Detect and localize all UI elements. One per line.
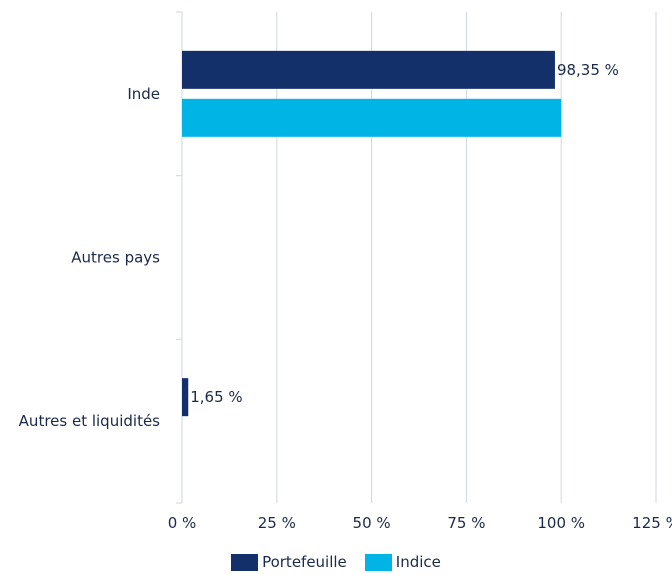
x-tick-labels: 0 % 25 % 50 % 75 % 100 % 125 % bbox=[168, 514, 672, 532]
data-label: 98,35 % bbox=[557, 61, 619, 79]
category-axis bbox=[176, 11, 183, 504]
legend-swatch-indice bbox=[364, 553, 392, 571]
x-tick-label: 100 % bbox=[537, 514, 585, 532]
category-label: Autres pays bbox=[71, 249, 160, 267]
gridlines bbox=[276, 12, 657, 503]
data-labels: 98,35 % 1,65 % bbox=[190, 61, 619, 406]
legend-item-indice[interactable]: Indice bbox=[364, 553, 441, 571]
x-tick-label: 125 % bbox=[632, 514, 672, 532]
legend-item-portefeuille[interactable]: Portefeuille bbox=[231, 553, 347, 571]
bar bbox=[182, 50, 555, 89]
bars bbox=[182, 50, 562, 417]
x-tick-label: 50 % bbox=[353, 514, 391, 532]
data-label: 1,65 % bbox=[190, 388, 242, 406]
legend-swatch-portefeuille bbox=[231, 553, 259, 571]
legend-label-portefeuille: Portefeuille bbox=[262, 553, 347, 571]
category-labels: Inde Autres pays Autres et liquidités bbox=[19, 85, 161, 430]
legend-label-indice: Indice bbox=[395, 553, 441, 571]
x-tick-label: 25 % bbox=[258, 514, 296, 532]
category-label: Inde bbox=[127, 85, 160, 103]
category-label: Autres et liquidités bbox=[19, 412, 161, 430]
x-tick-label: 0 % bbox=[168, 514, 197, 532]
x-tick-label: 75 % bbox=[447, 514, 485, 532]
bar bbox=[182, 378, 189, 417]
bar bbox=[182, 98, 562, 137]
legend: Portefeuille Indice bbox=[0, 550, 672, 574]
